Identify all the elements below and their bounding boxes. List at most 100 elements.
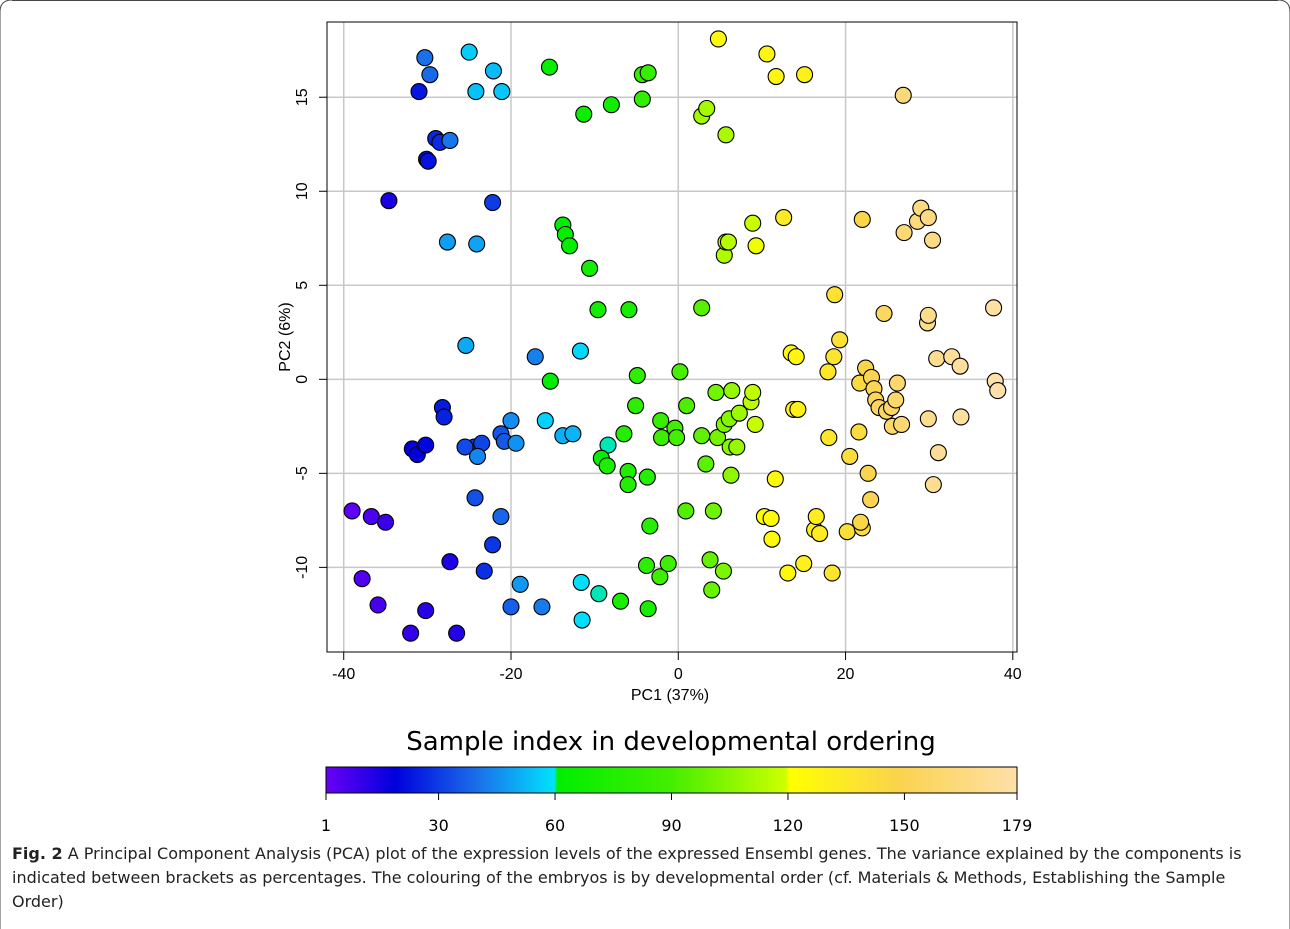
data-point (701, 551, 719, 569)
data-point (929, 444, 947, 462)
data-point (564, 425, 582, 443)
data-point (758, 45, 776, 63)
data-point (457, 336, 475, 355)
data-point (919, 306, 937, 324)
data-point (581, 259, 599, 277)
data-point (859, 464, 877, 482)
colorbar-tick-label: 60 (545, 816, 565, 835)
data-point (704, 502, 722, 520)
data-point (540, 58, 559, 76)
data-point (560, 237, 579, 255)
data-point (507, 434, 525, 452)
data-point (888, 374, 906, 392)
data-point (894, 86, 912, 104)
y-tick-label: -5 (294, 466, 311, 480)
figure-caption-text: A Principal Component Analysis (PCA) plo… (12, 844, 1242, 911)
data-point (744, 214, 762, 232)
data-point (641, 517, 659, 535)
data-point (575, 105, 593, 123)
data-point (714, 562, 732, 580)
data-point (730, 404, 748, 422)
y-tick-label: 15 (294, 88, 311, 106)
data-point (668, 429, 686, 447)
data-point (698, 99, 716, 118)
x-tick-label: 20 (837, 666, 855, 683)
data-point (362, 508, 380, 526)
data-point (456, 438, 474, 456)
data-point (502, 412, 520, 430)
data-point (875, 304, 893, 323)
data-point (410, 83, 428, 101)
data-point (502, 598, 520, 616)
data-point (717, 126, 735, 144)
data-point (598, 457, 616, 475)
data-point (526, 348, 544, 366)
data-point (484, 536, 502, 554)
data-point (416, 49, 434, 67)
data-point (468, 447, 487, 465)
colorbar-title: Sample index in developmental ordering (406, 727, 936, 757)
data-point (678, 397, 696, 415)
data-point (419, 152, 437, 170)
data-point (651, 568, 669, 586)
colorbar-tick-label: 1 (321, 816, 331, 835)
y-tick-label: 5 (294, 281, 311, 290)
data-point (484, 62, 502, 80)
data-point (533, 598, 551, 616)
data-point (893, 415, 911, 433)
data-point (639, 64, 657, 82)
data-point (919, 410, 937, 428)
data-point (928, 350, 946, 368)
data-point (709, 30, 727, 48)
data-point (541, 372, 559, 390)
data-point (728, 438, 746, 456)
data-point (638, 468, 656, 486)
data-point (825, 348, 843, 366)
data-point (572, 573, 590, 591)
data-point (693, 427, 711, 445)
data-point (652, 429, 671, 447)
data-point (796, 66, 814, 84)
data-point (811, 524, 829, 543)
data-point (923, 231, 942, 249)
colorbar-tick-label: 90 (661, 816, 681, 835)
data-point (619, 476, 637, 494)
data-point (620, 301, 638, 319)
data-point (639, 600, 657, 618)
y-tick-label: 0 (294, 375, 311, 384)
data-point (369, 596, 387, 614)
data-point (602, 96, 620, 114)
data-point (723, 382, 741, 400)
data-point (789, 400, 807, 418)
data-point (787, 348, 805, 366)
x-tick-label: -40 (332, 666, 355, 683)
x-axis: -40 -20 0 20 40 (332, 651, 1022, 683)
data-point (659, 555, 677, 573)
data-point (850, 423, 868, 441)
data-point (484, 193, 502, 212)
data-point (887, 391, 905, 409)
data-point (590, 585, 608, 603)
data-point (707, 383, 725, 402)
colorbar (325, 766, 1018, 794)
data-point (823, 564, 841, 582)
data-point (652, 412, 670, 430)
data-point (677, 502, 695, 520)
data-point (633, 90, 651, 108)
data-point (795, 555, 813, 573)
data-point (779, 564, 797, 582)
data-points (343, 30, 1007, 642)
colorbar-tick-label: 120 (773, 816, 804, 835)
data-point (612, 592, 630, 610)
data-point (895, 224, 913, 242)
data-point (807, 508, 825, 526)
y-tick-label: 10 (294, 182, 311, 200)
data-point (448, 624, 466, 642)
y-axis-label: PC2 (6%) (277, 302, 294, 371)
data-point (951, 357, 969, 375)
colorbar-tick-label: 150 (889, 816, 920, 835)
data-point (744, 383, 762, 402)
data-point (838, 523, 856, 541)
data-point (746, 415, 764, 433)
data-point (747, 237, 765, 255)
